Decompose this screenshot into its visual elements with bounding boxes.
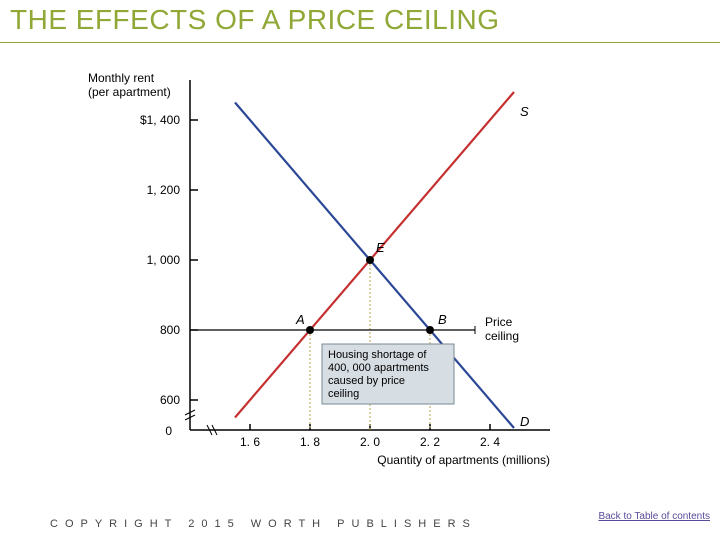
svg-text:$1, 400: $1, 400 [140,113,180,127]
svg-text:Price: Price [485,315,513,329]
svg-text:Quantity of apartments (millio: Quantity of apartments (millions) [377,453,550,467]
svg-text:2. 2: 2. 2 [420,435,440,449]
svg-text:2. 0: 2. 0 [360,435,380,449]
title-underline [0,42,720,43]
supply-demand-chart: $1, 400 1, 200 1, 000 800 600 0 1. 6 1. 8 2. 0 2.… [80,70,580,490]
svg-text:D: D [520,414,529,429]
back-to-toc-link[interactable]: Back to Table of contents [598,511,710,522]
svg-text:1, 000: 1, 000 [147,253,181,267]
svg-text:caused by price: caused by price [328,375,405,387]
svg-text:1, 200: 1, 200 [147,183,181,197]
svg-text:Monthly rent: Monthly rent [88,71,155,85]
svg-text:E: E [376,240,385,255]
svg-text:2. 4: 2. 4 [480,435,500,449]
svg-text:Housing shortage of: Housing shortage of [328,349,427,361]
svg-text:B: B [438,312,447,327]
svg-text:1. 8: 1. 8 [300,435,320,449]
svg-text:400, 000 apartments: 400, 000 apartments [328,362,429,374]
svg-text:600: 600 [160,393,180,407]
copyright-text: COPYRIGHT 2015 WORTH PUBLISHERS [50,518,477,530]
svg-text:(per apartment): (per apartment) [88,85,171,99]
svg-text:ceiling: ceiling [485,329,519,343]
svg-text:S: S [520,104,529,119]
svg-text:A: A [295,312,305,327]
svg-text:0: 0 [165,424,172,438]
page-title: THE EFFECTS OF A PRICE CEILING [10,4,500,36]
svg-text:800: 800 [160,323,180,337]
svg-text:1. 6: 1. 6 [240,435,260,449]
svg-text:ceiling: ceiling [328,388,359,400]
